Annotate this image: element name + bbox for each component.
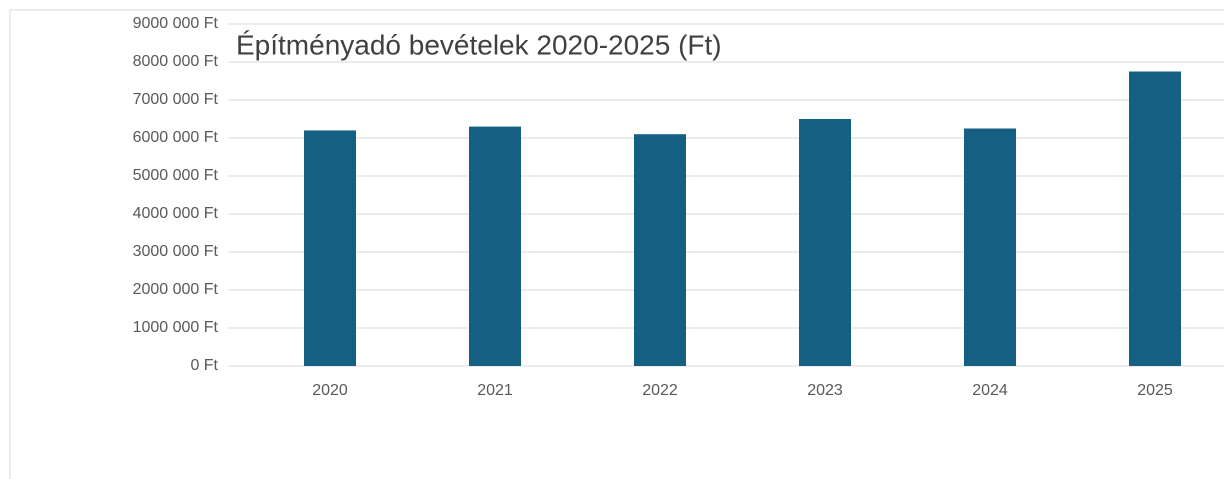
bar (1129, 71, 1181, 366)
bar (469, 126, 521, 366)
y-tick-label: 4000 000 Ft (133, 205, 219, 222)
x-tick-label: 2022 (642, 382, 678, 399)
x-tick-label: 2020 (312, 382, 348, 399)
bar (799, 119, 851, 366)
y-tick-label: 8000 000 Ft (133, 53, 219, 70)
y-tick-label: 0 Ft (190, 357, 218, 374)
x-tick-label: 2023 (807, 382, 843, 399)
x-tick-label: 2024 (972, 382, 1008, 399)
y-tick-label: 1000 000 Ft (133, 319, 219, 336)
y-tick-label: 7000 000 Ft (133, 91, 219, 108)
x-tick-label: 2021 (477, 382, 513, 399)
chart-title: Építményadó bevételek 2020-2025 (Ft) (236, 29, 722, 60)
y-tick-label: 9000 000 Ft (133, 15, 219, 32)
chart-frame (9, 9, 1224, 479)
bar (964, 128, 1016, 366)
bar (304, 130, 356, 366)
y-tick-label: 2000 000 Ft (133, 281, 219, 298)
y-tick-label: 3000 000 Ft (133, 243, 219, 260)
bar (634, 134, 686, 366)
y-tick-label: 6000 000 Ft (133, 129, 219, 146)
x-tick-label: 2025 (1137, 382, 1173, 399)
y-tick-label: 5000 000 Ft (133, 167, 219, 184)
